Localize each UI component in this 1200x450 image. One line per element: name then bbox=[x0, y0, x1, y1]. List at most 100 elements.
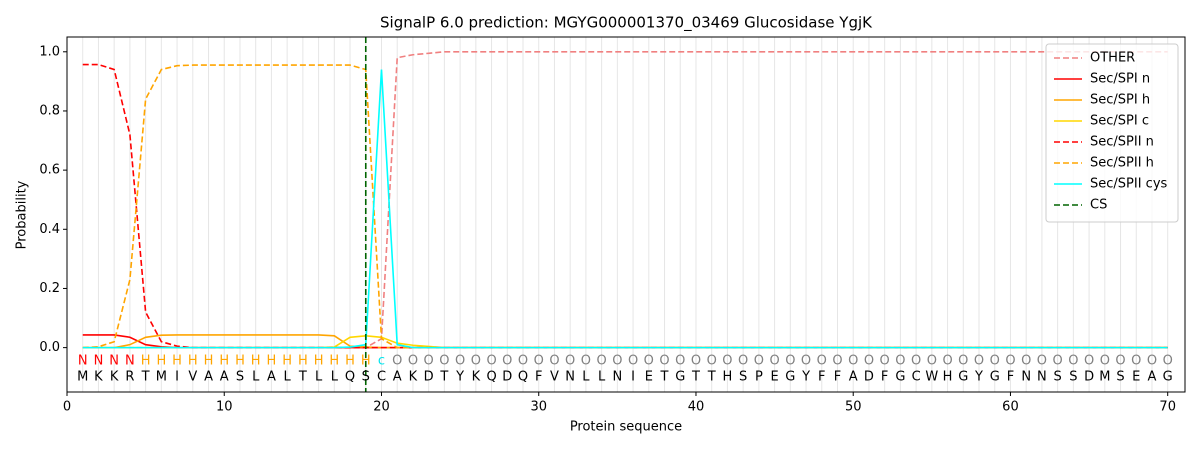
residue: S bbox=[739, 370, 747, 385]
x-tick-label: 40 bbox=[688, 400, 705, 415]
residue: S bbox=[1069, 370, 1077, 385]
residue: T bbox=[707, 370, 716, 385]
residue: A bbox=[393, 370, 402, 385]
legend-label: Sec/SPII h bbox=[1090, 156, 1154, 171]
region-label: O bbox=[455, 354, 465, 369]
chart-title: SignalP 6.0 prediction: MGYG000001370_03… bbox=[380, 14, 873, 33]
region-label: O bbox=[1053, 354, 1063, 369]
region-label: N bbox=[109, 354, 119, 369]
residue: N bbox=[565, 370, 575, 385]
residue: S bbox=[362, 370, 370, 385]
region-label: O bbox=[581, 354, 591, 369]
residue: I bbox=[175, 370, 179, 385]
residue: D bbox=[424, 370, 434, 385]
region-label: H bbox=[204, 354, 214, 369]
region-label: H bbox=[361, 354, 371, 369]
residue: L bbox=[315, 370, 323, 385]
region-label: O bbox=[628, 354, 638, 369]
region-label: O bbox=[1068, 354, 1078, 369]
residue: C bbox=[912, 370, 921, 385]
region-label: O bbox=[848, 354, 858, 369]
residue: L bbox=[582, 370, 590, 385]
region-label: O bbox=[895, 354, 905, 369]
residue: E bbox=[1132, 370, 1140, 385]
residue: Y bbox=[974, 370, 983, 385]
residue: K bbox=[472, 370, 481, 385]
residue: A bbox=[1148, 370, 1157, 385]
legend-label: Sec/SPII n bbox=[1090, 135, 1154, 150]
residue: K bbox=[94, 370, 103, 385]
region-label: O bbox=[597, 354, 607, 369]
residue: T bbox=[141, 370, 150, 385]
residue: N bbox=[1037, 370, 1047, 385]
region-label: O bbox=[644, 354, 654, 369]
region-label: H bbox=[282, 354, 292, 369]
residue: T bbox=[660, 370, 669, 385]
region-label: O bbox=[424, 354, 434, 369]
region-label: O bbox=[1037, 354, 1047, 369]
region-label: N bbox=[125, 354, 135, 369]
residue: Y bbox=[455, 370, 464, 385]
region-label: O bbox=[486, 354, 496, 369]
region-label: O bbox=[927, 354, 937, 369]
region-label: O bbox=[1084, 354, 1094, 369]
residue: D bbox=[864, 370, 874, 385]
residue: L bbox=[331, 370, 339, 385]
region-label: O bbox=[518, 354, 528, 369]
residue: A bbox=[849, 370, 858, 385]
y-tick-label: 0.0 bbox=[39, 340, 60, 355]
y-tick-label: 0.2 bbox=[39, 281, 60, 296]
residue: Q bbox=[518, 370, 528, 385]
x-axis-label: Protein sequence bbox=[570, 420, 682, 435]
residue: T bbox=[298, 370, 307, 385]
plot-frame bbox=[66, 36, 1186, 393]
legend-label: OTHER bbox=[1090, 51, 1135, 66]
region-label: N bbox=[94, 354, 104, 369]
x-tick-label: 30 bbox=[530, 400, 547, 415]
region-label: O bbox=[864, 354, 874, 369]
residue: S bbox=[236, 370, 244, 385]
region-label: H bbox=[345, 354, 355, 369]
residue: M bbox=[77, 370, 88, 385]
series-line bbox=[82, 69, 1168, 349]
x-tick-label: 50 bbox=[845, 400, 862, 415]
region-label: H bbox=[219, 354, 229, 369]
region-label: O bbox=[691, 354, 701, 369]
residue: T bbox=[691, 370, 700, 385]
legend-label: Sec/SPII cys bbox=[1090, 177, 1168, 192]
residue: H bbox=[943, 370, 953, 385]
residue: I bbox=[631, 370, 635, 385]
region-label: O bbox=[990, 354, 1000, 369]
x-tick-label: 60 bbox=[1002, 400, 1019, 415]
region-label: O bbox=[801, 354, 811, 369]
x-tick-label: 0 bbox=[63, 400, 71, 415]
residue: F bbox=[1007, 370, 1014, 385]
region-label: O bbox=[408, 354, 418, 369]
region-label: O bbox=[769, 354, 779, 369]
region-label: O bbox=[1100, 354, 1110, 369]
residue: N bbox=[612, 370, 622, 385]
residue: Q bbox=[345, 370, 355, 385]
region-label: O bbox=[439, 354, 449, 369]
y-tick-label: 1.0 bbox=[39, 44, 60, 59]
region-label: c bbox=[378, 354, 385, 369]
residue: N bbox=[1021, 370, 1031, 385]
residue: P bbox=[755, 370, 763, 385]
x-tick-label: 10 bbox=[216, 400, 233, 415]
region-label: O bbox=[659, 354, 669, 369]
legend-label: Sec/SPI h bbox=[1090, 93, 1150, 108]
residue: A bbox=[220, 370, 229, 385]
residue: K bbox=[110, 370, 119, 385]
residue: M bbox=[156, 370, 167, 385]
residue: R bbox=[125, 370, 134, 385]
residue: G bbox=[785, 370, 795, 385]
residue: L bbox=[598, 370, 606, 385]
legend-label: Sec/SPI n bbox=[1090, 72, 1150, 87]
residue: W bbox=[925, 370, 938, 385]
region-label: H bbox=[156, 354, 166, 369]
residue: A bbox=[204, 370, 213, 385]
residue: G bbox=[675, 370, 685, 385]
residue: G bbox=[895, 370, 905, 385]
residue: T bbox=[439, 370, 448, 385]
